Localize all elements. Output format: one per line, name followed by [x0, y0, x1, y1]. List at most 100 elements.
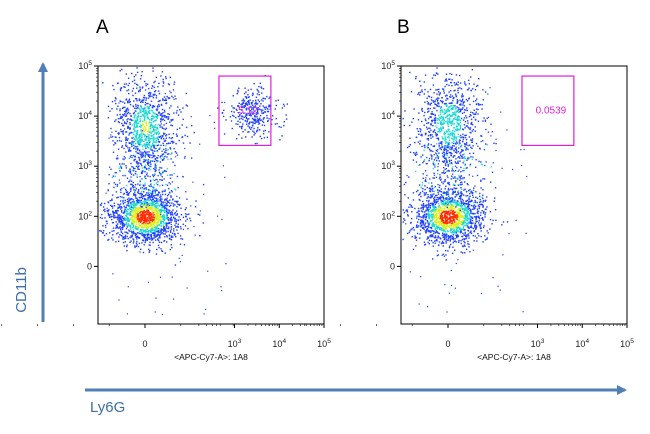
- event-dot: [468, 214, 471, 217]
- event-dot: [451, 206, 453, 208]
- event-dot: [126, 204, 128, 206]
- event-dot: [432, 202, 435, 205]
- event-dot: [172, 205, 175, 207]
- event-dot: [125, 237, 127, 239]
- event-dot: [152, 128, 155, 130]
- event-dot: [155, 253, 158, 255]
- event-dot: [434, 214, 436, 216]
- event-dot: [470, 219, 472, 221]
- event-dot: [256, 129, 258, 132]
- event-dot: [133, 121, 136, 123]
- event-dot: [244, 87, 246, 89]
- event-dot: [427, 208, 430, 211]
- event-dot: [149, 229, 151, 232]
- event-dot: [135, 199, 138, 202]
- event-dot: [454, 196, 456, 198]
- event-dot: [459, 127, 462, 130]
- event-dot: [415, 77, 417, 80]
- x-tick-label: 104: [272, 338, 286, 349]
- event-dot: [424, 146, 426, 149]
- event-dot: [149, 206, 152, 209]
- panel-b-frame: [400, 65, 628, 325]
- event-dot: [250, 103, 253, 105]
- event-dot: [158, 234, 160, 236]
- event-dot: [147, 107, 150, 109]
- event-dot: [136, 134, 139, 136]
- event-dot: [428, 213, 430, 216]
- event-dot: [140, 125, 142, 127]
- event-dot: [169, 192, 171, 194]
- event-dot: [464, 229, 466, 231]
- panel-a-frame: [97, 65, 325, 325]
- event-dot: [142, 225, 144, 228]
- event-dot: [245, 113, 248, 115]
- event-dot: [131, 236, 133, 238]
- event-dot: [142, 153, 144, 156]
- event-dot: [122, 212, 125, 214]
- event-dot: [274, 123, 277, 125]
- event-dot: [479, 192, 481, 195]
- event-dot: [166, 216, 168, 219]
- event-dot: [148, 105, 150, 108]
- event-dot: [178, 197, 181, 199]
- event-dot: [136, 117, 138, 120]
- event-dot: [135, 105, 137, 107]
- event-dot: [459, 212, 461, 214]
- event-dot: [110, 168, 112, 170]
- event-dot: [237, 91, 239, 93]
- event-dot: [243, 99, 245, 102]
- event-dot: [477, 233, 479, 235]
- event-dot: [142, 156, 144, 158]
- event-dot: [144, 235, 146, 237]
- event-dot: [260, 86, 262, 88]
- event-dot: [440, 201, 443, 203]
- event-dot: [422, 226, 425, 229]
- event-dot: [111, 207, 114, 209]
- event-dot: [134, 107, 136, 109]
- event-dot: [245, 136, 247, 138]
- event-dot: [460, 228, 462, 231]
- event-dot: [121, 226, 123, 229]
- event-dot: [169, 199, 171, 201]
- event-dot: [159, 135, 161, 138]
- event-dot: [157, 238, 159, 240]
- event-dot: [159, 196, 161, 198]
- event-dot: [443, 208, 445, 210]
- event-dot: [132, 203, 135, 205]
- event-dot: [154, 229, 156, 231]
- event-dot: [136, 174, 138, 176]
- event-dot: [132, 212, 134, 214]
- event-dot: [156, 117, 158, 119]
- event-dot: [162, 159, 165, 161]
- event-dot: [460, 193, 462, 195]
- event-dot: [414, 237, 416, 239]
- event-dot: [166, 194, 169, 197]
- event-dot: [470, 230, 472, 232]
- event-dot: [102, 225, 104, 227]
- event-dot: [269, 105, 271, 108]
- event-dot: [486, 230, 488, 232]
- event-dot: [145, 187, 147, 189]
- event-dot: [472, 205, 474, 207]
- event-dot: [170, 120, 173, 122]
- event-dot: [506, 221, 509, 223]
- event-dot: [202, 222, 205, 224]
- event-dot: [419, 229, 422, 231]
- event-dot: [140, 126, 142, 128]
- event-dot: [171, 174, 173, 176]
- panel-a-gate: [218, 75, 272, 147]
- event-dot: [146, 161, 148, 164]
- event-dot: [184, 208, 186, 211]
- event-dot: [404, 194, 406, 196]
- event-dot: [456, 221, 458, 223]
- event-dot: [411, 236, 413, 238]
- event-dot: [152, 67, 154, 69]
- event-dot: [474, 207, 476, 209]
- event-dot: [116, 209, 118, 212]
- event-dot: [122, 232, 124, 235]
- event-dot: [427, 206, 429, 208]
- event-dot: [454, 238, 456, 240]
- event-dot: [184, 147, 186, 150]
- event-dot: [466, 216, 468, 218]
- event-dot: [257, 108, 259, 111]
